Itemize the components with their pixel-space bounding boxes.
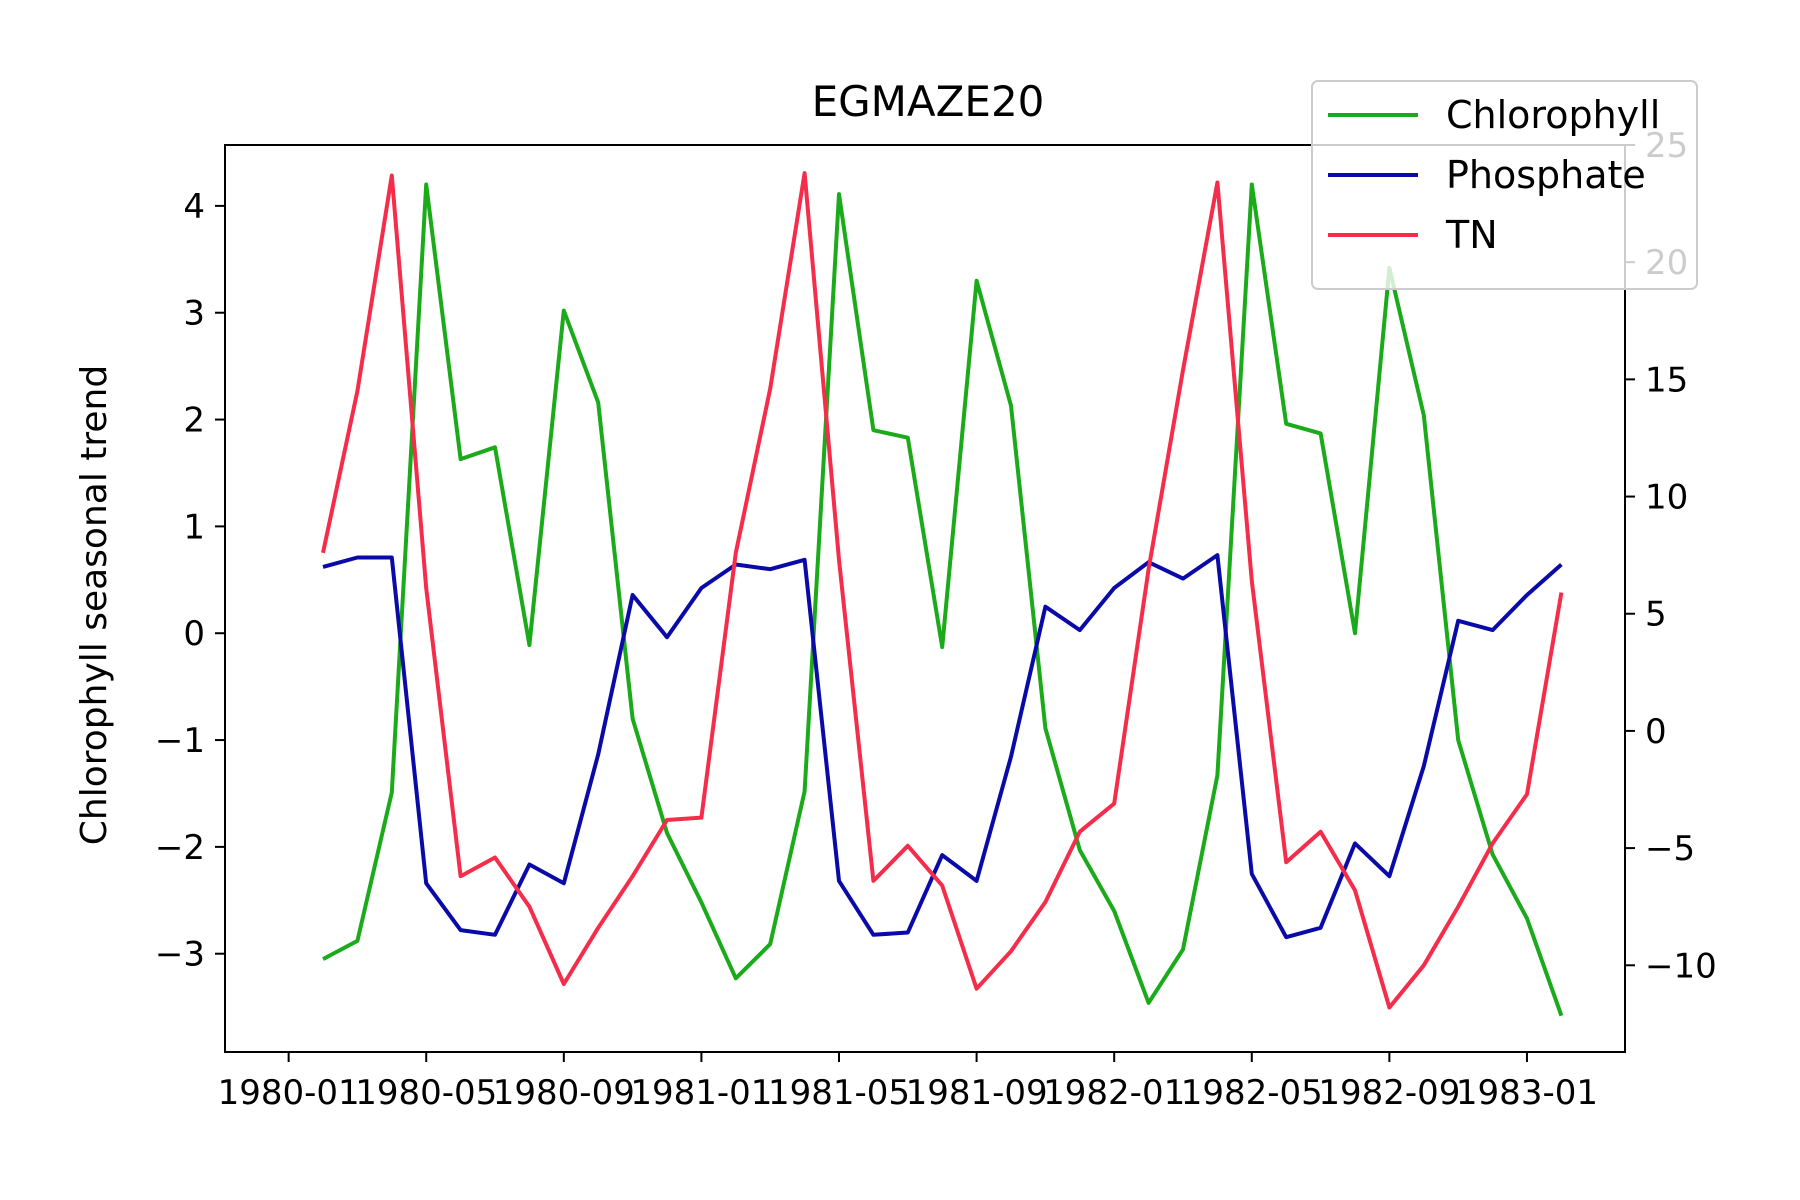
x-tick-label: 1980-05 (355, 1073, 497, 1113)
legend: Chlorophyll Phosphate TN (1311, 80, 1698, 290)
chart-title: EGMAZE20 (812, 77, 1045, 126)
series-line-chlorophyll (322, 182, 1564, 1017)
series-line-phosphate (322, 553, 1563, 940)
y-tick-label: 4 (183, 187, 205, 227)
legend-label-chlorophyll: Chlorophyll (1446, 93, 1660, 137)
x-tick-label: 1982-05 (1181, 1073, 1323, 1113)
series-layer (321, 171, 1564, 1017)
x-tick-label: 1981-09 (906, 1073, 1048, 1113)
y-axis-left: 4 3 2 1 0 −1 −2 −3 (155, 187, 225, 975)
y2-tick-label: −10 (1645, 946, 1717, 986)
y-tick-label: 3 (183, 294, 205, 334)
y-tick-label: 2 (183, 401, 205, 441)
y-tick-label: −2 (155, 828, 205, 868)
y2-tick-label: 5 (1645, 595, 1667, 635)
y-tick-label: 0 (183, 614, 205, 654)
y-tick-label: −1 (155, 721, 205, 761)
y-axis-label: Chlorophyll seasonal trend (74, 365, 115, 845)
x-tick-label: 1982-09 (1318, 1073, 1460, 1113)
y2-tick-label: 0 (1645, 712, 1667, 752)
y2-tick-label: 10 (1645, 478, 1688, 518)
x-tick-label: 1981-01 (630, 1073, 772, 1113)
plot-frame (224, 144, 1626, 1053)
legend-label-tn: TN (1445, 213, 1498, 257)
legend-label-phosphate: Phosphate (1446, 153, 1646, 197)
y2-tick-label: −5 (1645, 829, 1695, 869)
y-tick-label: −3 (155, 935, 205, 975)
x-tick-label: 1982-01 (1043, 1073, 1185, 1113)
y-tick-label: 1 (183, 507, 205, 547)
x-tick-label: 1980-09 (493, 1073, 635, 1113)
x-tick-label: 1983-01 (1456, 1073, 1598, 1113)
y2-tick-label: 15 (1645, 360, 1688, 400)
series-line-tn (321, 171, 1564, 1010)
x-tick-label: 1981-05 (768, 1073, 910, 1113)
x-tick-label: 1980-01 (218, 1073, 360, 1113)
x-axis: 1980-011980-051980-091981-011981-051981-… (218, 1052, 1598, 1113)
